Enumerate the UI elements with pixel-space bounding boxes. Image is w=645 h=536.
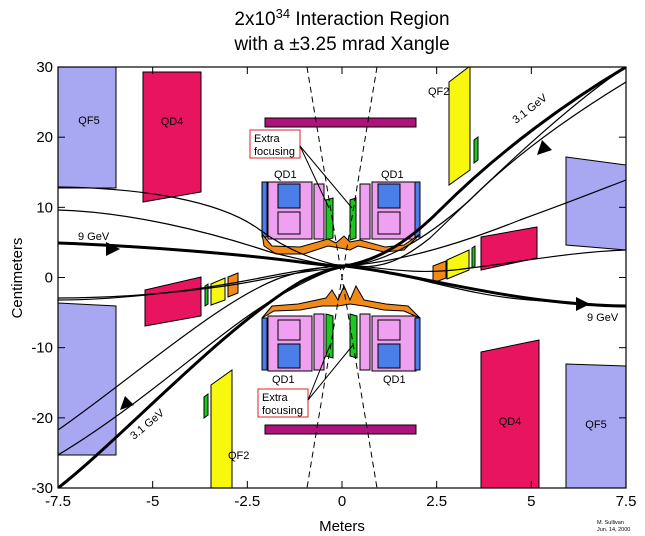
label-3gev-bottom: 3.1 GeV <box>128 407 167 443</box>
yellow-piece-right <box>446 249 470 280</box>
label-9gev-right: 9 GeV <box>587 312 619 324</box>
label-qf5-right: QF5 <box>585 419 606 431</box>
dashed-line-2 <box>306 67 378 488</box>
x-tick-label: -5 <box>146 493 159 510</box>
x-tick-label: 2.5 <box>426 493 447 510</box>
y-tick-label: 0 <box>45 270 53 287</box>
y-tick-label: 20 <box>36 129 53 146</box>
arrow-9gev-left <box>106 242 120 256</box>
green-piece-bottom <box>203 393 209 419</box>
callout-extra-top-l2: focusing <box>254 146 295 158</box>
orange-shield-bottom <box>261 284 421 319</box>
y-axis-ticks: 30 20 10 0 -10 -20 -30 <box>31 59 626 497</box>
magnet-qd4-right-small <box>480 226 538 271</box>
label-qd1-bottom-right: QD1 <box>383 374 406 386</box>
title-line2: with a ±3.25 mrad Xangle <box>233 34 449 55</box>
y-tick-label: -20 <box>31 410 53 427</box>
y-axis-label: Centimeters <box>9 238 26 319</box>
label-qf2-bottom: QF2 <box>228 450 249 462</box>
x-axis-ticks: -7.5 -5 -2.5 0 2.5 5 7.5 <box>45 67 636 510</box>
magnet-qf5-right <box>565 156 626 251</box>
y-tick-label: -30 <box>31 480 53 497</box>
qd1-assembly-top-right <box>349 181 421 241</box>
credit-name: M. Sullivan <box>597 520 624 526</box>
label-qd1-bottom-left: QD1 <box>272 374 295 386</box>
magnet-qf5-left <box>58 67 117 189</box>
callout-extra-bottom <box>257 388 309 418</box>
qd1-assembly-bottom-right <box>349 313 421 372</box>
title-line1: 2x1034 Interaction Region <box>234 6 449 30</box>
x-axis-label: Meters <box>319 518 365 535</box>
y-tick-label: 10 <box>36 199 53 216</box>
x-tick-label: 0 <box>338 493 346 510</box>
arrow-3gev-bottom <box>120 396 134 410</box>
callout-extra-top-l1: Extra <box>254 133 281 145</box>
orange-shield-top <box>261 232 421 255</box>
qd1-assembly-bottom-left <box>261 313 334 372</box>
magenta-bar-top <box>264 117 417 128</box>
plot-area: QF5 QF5 QD4 QD4 QF2 QF2 <box>58 67 626 488</box>
magenta-bar-bottom <box>264 424 417 435</box>
callout-bottom-pointer-2 <box>307 344 354 401</box>
green-piece-left <box>204 283 209 307</box>
magnet-qd4-left <box>142 71 202 203</box>
x-tick-label: 7.5 <box>616 493 637 510</box>
magnet-qd4-left-small <box>144 276 202 327</box>
label-9gev-left: 9 GeV <box>78 231 110 243</box>
magnet-qf5-left-low <box>58 302 117 456</box>
green-piece-top <box>473 136 479 164</box>
x-tick-label: -2.5 <box>234 493 260 510</box>
yellow-piece-left <box>210 277 226 306</box>
y-tick-label: 30 <box>36 59 53 76</box>
qd1-assembly-top-left <box>261 181 334 241</box>
callout-top-pointer-2 <box>299 145 353 209</box>
label-qd1-top-left: QD1 <box>274 169 297 181</box>
callout-bottom-pointer-1 <box>307 344 331 401</box>
label-qd4-left: QD4 <box>161 116 184 128</box>
callout-extra-bottom-l2: focusing <box>262 405 303 417</box>
credit-date: Jun. 14, 2000 <box>597 527 630 533</box>
green-piece-right <box>471 245 476 269</box>
magnet-qf5-right-low <box>565 363 626 488</box>
arrow-3gev-top <box>537 140 552 155</box>
y-tick-label: -10 <box>31 340 53 357</box>
magnet-qd4-right <box>480 339 540 488</box>
callout-top-pointer-1 <box>299 145 330 209</box>
magnet-qf2-bottom <box>210 369 233 488</box>
x-tick-label: 5 <box>527 493 535 510</box>
x-tick-label: -7.5 <box>45 493 71 510</box>
callout-extra-top <box>249 129 301 159</box>
label-qf2-top: QF2 <box>428 86 449 98</box>
orange-piece-right <box>432 260 447 284</box>
label-qf5-left: QF5 <box>78 115 99 127</box>
label-qd4-right: QD4 <box>499 416 522 428</box>
arrow-9gev-right <box>576 297 590 311</box>
label-qd1-top-right: QD1 <box>381 169 404 181</box>
callout-extra-bottom-l1: Extra <box>262 392 289 404</box>
magnet-qf2-top <box>448 67 471 186</box>
beam-3gev <box>58 67 626 488</box>
